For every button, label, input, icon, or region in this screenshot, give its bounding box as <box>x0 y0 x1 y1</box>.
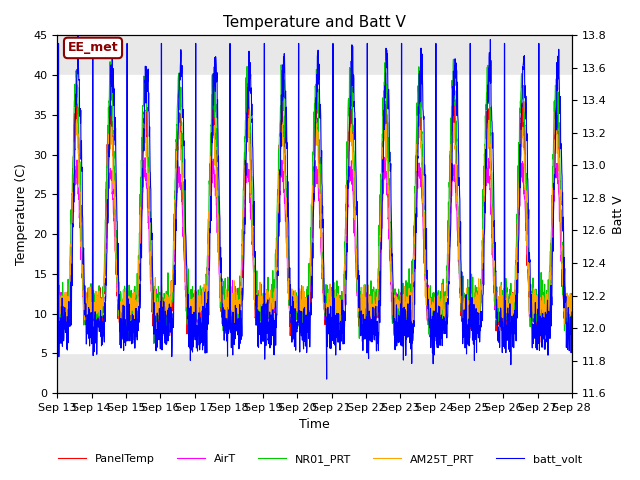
AirT <box>340 286 348 292</box>
Y-axis label: Temperature (C): Temperature (C) <box>15 163 28 265</box>
AirT <box>539 322 547 328</box>
batt_volt <box>74 24 82 30</box>
NR01_PRT <box>197 286 205 292</box>
PanelTemp <box>209 88 217 94</box>
Legend: PanelTemp, AirT, NR01_PRT, AM25T_PRT, batt_volt: PanelTemp, AirT, NR01_PRT, AM25T_PRT, ba… <box>54 450 586 469</box>
NR01_PRT <box>523 211 531 216</box>
X-axis label: Time: Time <box>300 419 330 432</box>
AirT <box>568 305 576 311</box>
batt_volt <box>341 313 349 319</box>
AirT <box>197 297 205 303</box>
Line: AM25T_PRT: AM25T_PRT <box>58 111 572 336</box>
NR01_PRT <box>340 268 348 274</box>
AM25T_PRT <box>197 308 205 314</box>
PanelTemp <box>465 320 472 325</box>
Text: EE_met: EE_met <box>68 41 118 54</box>
NR01_PRT <box>568 299 576 305</box>
NR01_PRT <box>449 57 457 62</box>
Line: PanelTemp: PanelTemp <box>58 91 572 345</box>
PanelTemp <box>537 303 545 309</box>
AM25T_PRT <box>568 308 576 313</box>
Bar <box>58 75 572 353</box>
PanelTemp <box>197 298 205 303</box>
PanelTemp <box>116 342 124 348</box>
NR01_PRT <box>537 270 545 276</box>
AM25T_PRT <box>465 306 472 312</box>
Line: batt_volt: batt_volt <box>58 27 572 379</box>
AM25T_PRT <box>523 242 531 248</box>
AM25T_PRT <box>141 108 149 114</box>
batt_volt <box>197 339 205 345</box>
Line: AirT: AirT <box>58 157 572 325</box>
PanelTemp <box>568 305 576 311</box>
Title: Temperature and Batt V: Temperature and Batt V <box>223 15 406 30</box>
AirT <box>464 309 472 314</box>
NR01_PRT <box>330 309 337 314</box>
NR01_PRT <box>54 303 61 309</box>
batt_volt <box>54 304 61 310</box>
PanelTemp <box>523 220 531 226</box>
AM25T_PRT <box>330 291 337 297</box>
Y-axis label: Batt V: Batt V <box>612 195 625 234</box>
AM25T_PRT <box>463 333 471 339</box>
batt_volt <box>330 341 337 347</box>
batt_volt <box>523 138 531 144</box>
PanelTemp <box>330 314 337 320</box>
AirT <box>54 310 61 316</box>
PanelTemp <box>341 273 349 278</box>
batt_volt <box>465 337 472 343</box>
AM25T_PRT <box>54 297 61 303</box>
AM25T_PRT <box>340 262 348 268</box>
batt_volt <box>323 376 330 382</box>
Line: NR01_PRT: NR01_PRT <box>58 60 572 344</box>
AirT <box>537 303 545 309</box>
NR01_PRT <box>465 301 472 307</box>
AirT <box>329 309 337 315</box>
PanelTemp <box>54 306 61 312</box>
batt_volt <box>537 315 545 321</box>
AirT <box>381 155 388 160</box>
AM25T_PRT <box>537 303 545 309</box>
batt_volt <box>568 309 576 315</box>
AirT <box>523 229 531 235</box>
NR01_PRT <box>163 341 171 347</box>
